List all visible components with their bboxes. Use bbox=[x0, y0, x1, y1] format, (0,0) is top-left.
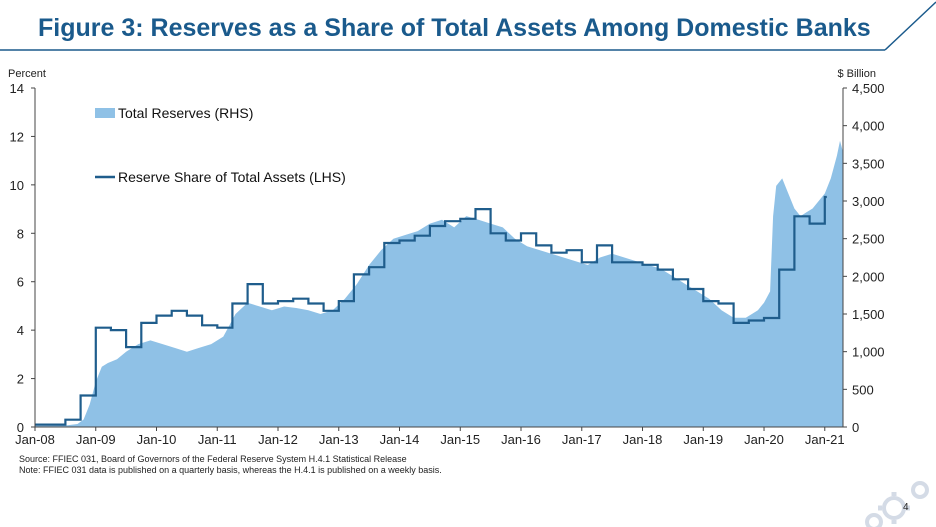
x-tick-label: Jan-15 bbox=[440, 432, 480, 447]
x-tick-label: Jan-09 bbox=[76, 432, 116, 447]
x-tick-label: Jan-11 bbox=[198, 432, 237, 447]
y-right-label: $ Billion bbox=[837, 68, 876, 80]
chart: Percent $ Billion 0 2 4 6 8 10 12 14 0 500 1,000 1,… bbox=[8, 68, 885, 447]
x-tick-label: Jan-10 bbox=[137, 432, 177, 447]
reserves-area-layer bbox=[35, 140, 843, 427]
y-right-tick-label: 2,500 bbox=[852, 232, 885, 247]
y-right-tick-label: 4,500 bbox=[852, 81, 885, 96]
y-left-tick-label: 10 bbox=[10, 178, 24, 193]
legend-swatch-reserves bbox=[95, 108, 115, 118]
y-left-tick-label: 4 bbox=[17, 323, 24, 338]
y-right-tick-label: 1,500 bbox=[852, 307, 885, 322]
y-left-tick-label: 0 bbox=[17, 420, 24, 435]
x-tick-label: Jan-18 bbox=[623, 432, 663, 447]
y-right-tick-label: 4,000 bbox=[852, 119, 885, 134]
x-tick-label: Jan-13 bbox=[319, 432, 359, 447]
x-tick-label: Jan-19 bbox=[683, 432, 723, 447]
y-left-tick-label: 12 bbox=[10, 129, 24, 144]
y-right-tick-label: 500 bbox=[852, 382, 874, 397]
source-line: Source: FFIEC 031, Board of Governors of… bbox=[19, 454, 407, 464]
y-left-tick-label: 8 bbox=[17, 226, 24, 241]
y-right-tick-label: 3,000 bbox=[852, 194, 885, 209]
axes: 0 2 4 6 8 10 12 14 0 500 1,000 1,500 2,000 2,500 3,000… bbox=[10, 81, 885, 447]
x-tick-label: Jan-21 bbox=[805, 432, 845, 447]
page-number: 4 bbox=[903, 502, 909, 513]
x-tick-label: Jan-08 bbox=[15, 432, 55, 447]
y-right-tick-label: 0 bbox=[852, 420, 859, 435]
legend-label-share: Reserve Share of Total Assets (LHS) bbox=[118, 169, 346, 185]
reserves-area bbox=[35, 140, 843, 427]
source-notes: Source: FFIEC 031, Board of Governors of… bbox=[19, 454, 442, 476]
y-left-label: Percent bbox=[8, 68, 46, 80]
legend-label-reserves: Total Reserves (RHS) bbox=[118, 105, 253, 121]
x-tick-label: Jan-14 bbox=[380, 432, 420, 447]
legend: Total Reserves (RHS) Reserve Share of To… bbox=[95, 105, 346, 185]
gear-icon bbox=[865, 481, 929, 527]
y-left-tick-label: 6 bbox=[17, 275, 24, 290]
x-tick-label: Jan-17 bbox=[562, 432, 602, 447]
x-tick-label: Jan-16 bbox=[501, 432, 541, 447]
header-decoration bbox=[0, 1, 936, 51]
x-tick-label: Jan-12 bbox=[258, 432, 298, 447]
y-left-tick-label: 14 bbox=[10, 81, 24, 96]
y-right-tick-label: 2,000 bbox=[852, 269, 885, 284]
share-line bbox=[35, 195, 827, 426]
y-right-tick-label: 1,000 bbox=[852, 345, 885, 360]
y-left-tick-label: 2 bbox=[17, 372, 24, 387]
note-line: Note: FFIEC 031 data is published on a q… bbox=[19, 465, 442, 475]
y-right-tick-label: 3,500 bbox=[852, 156, 885, 171]
x-tick-label: Jan-20 bbox=[744, 432, 784, 447]
slide-title: Figure 3: Reserves as a Share of Total A… bbox=[38, 14, 871, 42]
share-line-layer bbox=[35, 195, 827, 426]
